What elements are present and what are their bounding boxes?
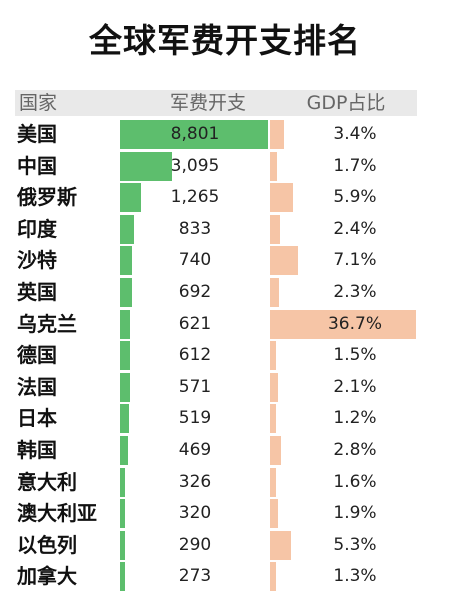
gdp-share-bar: [270, 372, 279, 402]
gdp-share-value: 1.2%: [333, 408, 377, 429]
country-label: 美国: [17, 122, 57, 146]
country-label: 以色列: [17, 532, 77, 557]
gdp-share-bar: [270, 404, 276, 434]
spending-bar: [120, 246, 133, 276]
table-row: 法国 571 2.1%: [15, 372, 417, 403]
spending-bar: [120, 151, 173, 181]
gdp-share-bar: [270, 562, 276, 592]
spending-value: 612: [178, 345, 212, 366]
spending-value: 469: [178, 440, 212, 460]
spending-value: 273: [178, 566, 212, 587]
spending-bar: [120, 278, 132, 307]
country-label: 澳大利亚: [17, 501, 97, 526]
gdp-share-value: 2.3%: [333, 282, 377, 302]
table-row: 沙特 740 7.1%: [15, 245, 417, 276]
table-row: 加拿大 273 1.3%: [15, 561, 417, 592]
header-country: 国家: [19, 92, 58, 114]
country-label: 韩国: [17, 438, 57, 462]
gdp-share-value: 1.6%: [333, 471, 377, 492]
gdp-share-bar: [270, 309, 416, 339]
spending-value: 326: [178, 471, 212, 492]
table-row: 意大利 326 1.6%: [15, 467, 417, 498]
header-military-spending: 军费开支: [169, 92, 246, 114]
gdp-share-value: 7.1%: [333, 250, 377, 271]
gdp-share-value: 1.5%: [333, 345, 377, 366]
gdp-share-value: 5.3%: [333, 534, 377, 555]
gdp-share-bar: [270, 183, 294, 213]
country-label: 德国: [17, 343, 57, 368]
spending-value: 571: [178, 376, 212, 397]
country-label: 俄罗斯: [17, 185, 77, 210]
gdp-share-bar: [270, 214, 280, 244]
gdp-share-value: 2.8%: [333, 440, 377, 460]
gdp-share-bar: [270, 246, 299, 276]
spending-bar: [120, 120, 268, 149]
spending-value: 1,265: [170, 187, 220, 208]
spending-value: 290: [178, 534, 212, 555]
header-gdp-share: GDP占比: [306, 92, 386, 114]
spending-value: 320: [178, 503, 212, 524]
gdp-share-value: 1.9%: [333, 503, 377, 524]
spending-bar: [120, 309, 131, 339]
gdp-share-value: 5.9%: [333, 187, 377, 208]
gdp-share-value: 3.4%: [333, 124, 377, 144]
table-row: 乌克兰 621 36.7%: [15, 309, 417, 340]
gdp-share-value: 1.7%: [333, 155, 377, 176]
spending-bar: [120, 436, 128, 465]
spending-bar: [120, 183, 142, 213]
country-label: 意大利: [17, 469, 77, 494]
spending-value: 621: [178, 313, 212, 334]
spending-value: 692: [178, 282, 212, 302]
spending-bar: [120, 467, 126, 497]
gdp-share-bar: [270, 278, 280, 307]
country-label: 英国: [17, 280, 57, 304]
country-label: 法国: [17, 374, 57, 399]
spending-value: 833: [178, 218, 212, 239]
table-row: 美国 8,801 3.4%: [15, 119, 417, 150]
table-row: 英国 692 2.3%: [15, 277, 417, 308]
spending-value: 519: [178, 408, 212, 429]
spending-bar: [120, 499, 126, 529]
spending-bar: [120, 562, 125, 592]
country-label: 乌克兰: [17, 311, 77, 336]
gdp-share-bar: [270, 467, 277, 497]
gdp-share-bar: [270, 530, 292, 560]
table-row: 以色列 290 5.3%: [15, 530, 417, 561]
table-row: 印度 833 2.4%: [15, 214, 417, 245]
country-label: 加拿大: [17, 564, 77, 589]
spending-value: 740: [178, 250, 212, 271]
spending-bar: [120, 214, 134, 244]
country-label: 日本: [17, 406, 57, 431]
gdp-share-value: 1.3%: [333, 566, 377, 587]
table-row: 韩国 469 2.8%: [15, 435, 417, 466]
gdp-share-value: 2.4%: [333, 218, 377, 239]
country-label: 印度: [17, 216, 57, 241]
spending-value: 3,095: [170, 155, 220, 176]
gdp-share-bar: [270, 499, 278, 529]
table-row: 澳大利亚 320 1.9%: [15, 498, 417, 529]
spending-bar: [120, 372, 130, 402]
spending-bar: [120, 404, 129, 434]
gdp-share-bar: [270, 151, 277, 181]
country-label: 沙特: [17, 248, 57, 273]
table-row: 德国 612 1.5%: [15, 340, 417, 371]
spending-bar: [120, 341, 131, 371]
table-row: 中国 3,095 1.7%: [15, 151, 417, 182]
gdp-share-bar: [270, 120, 284, 149]
gdp-share-value: 36.7%: [327, 313, 382, 334]
gdp-share-bar: [270, 341, 276, 371]
table-row: 日本 519 1.2%: [15, 403, 417, 434]
gdp-share-bar: [270, 436, 282, 465]
spending-value: 8,801: [170, 124, 220, 144]
chart-title: 全球军费开支排名: [89, 21, 361, 60]
spending-bar: [120, 530, 125, 560]
table-row: 俄罗斯 1,265 5.9%: [15, 182, 417, 213]
table-header: 国家 军费开支 GDP占比: [15, 90, 417, 116]
gdp-share-value: 2.1%: [333, 376, 377, 397]
country-label: 中国: [17, 153, 57, 178]
